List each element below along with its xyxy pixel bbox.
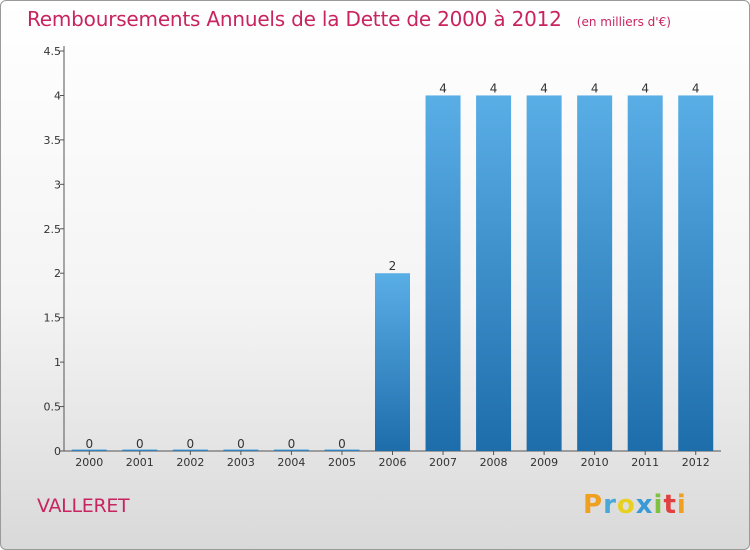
chart-unit-note: (en milliers d'€) (576, 15, 671, 29)
y-tick-label: 4.5 (44, 45, 62, 58)
y-tick-label: 2.5 (44, 223, 62, 236)
bar-2009 (526, 95, 562, 451)
x-tick-label: 2002 (176, 456, 204, 469)
bar-value-label: 0 (288, 437, 296, 451)
bar-2012 (678, 95, 714, 451)
x-tick-label: 2006 (379, 456, 407, 469)
bar-2006 (375, 273, 410, 451)
y-tick-label: 3 (54, 178, 61, 191)
logo-letter: x (635, 490, 654, 520)
bar-value-label: 4 (490, 81, 498, 95)
bar-value-label: 4 (439, 81, 447, 95)
y-tick-label: 0 (54, 445, 61, 458)
bar-value-label: 0 (338, 437, 346, 451)
bar-2003 (223, 449, 259, 451)
bar-2007 (425, 95, 461, 451)
bar-2000 (71, 449, 107, 451)
bar-value-label: 4 (591, 81, 599, 95)
bar-value-label: 0 (85, 437, 93, 451)
bar-value-label: 0 (136, 437, 144, 451)
x-tick-label: 2004 (277, 456, 305, 469)
y-tick-label: 1 (54, 356, 61, 369)
bar-value-label: 4 (540, 81, 548, 95)
logo-letter: t (663, 490, 677, 520)
bar-value-label: 4 (641, 81, 649, 95)
bar-2002 (172, 449, 208, 451)
bar-2010 (577, 95, 613, 451)
bar-2001 (122, 449, 158, 451)
y-tick-label: 0.5 (44, 401, 62, 414)
logo-letter: r (603, 490, 617, 520)
bar-2004 (273, 449, 309, 451)
bar-2005 (324, 449, 360, 451)
logo-letter: o (616, 490, 636, 520)
x-tick-label: 2012 (682, 456, 710, 469)
x-tick-label: 2008 (480, 456, 508, 469)
chart-bars (71, 95, 714, 451)
x-tick-label: 2011 (631, 456, 659, 469)
logo-letter: P (583, 490, 604, 520)
x-tick-label: 2000 (75, 456, 103, 469)
proxiti-logo: Proxiti (583, 490, 687, 520)
bar-value-label: 2 (389, 259, 397, 273)
commune-name: VALLERET (37, 495, 130, 517)
bar-2008 (476, 95, 512, 451)
x-tick-label: 2009 (530, 456, 558, 469)
logo-letter: i (676, 490, 687, 520)
bar-value-label: 4 (692, 81, 700, 95)
y-tick-label: 3.5 (44, 134, 62, 147)
logo-letter: i (653, 490, 664, 520)
x-tick-label: 2005 (328, 456, 356, 469)
chart-labels: 0 2000 0 2001 0 2002 0 2003 0 2004 0 2005 2 2006 4 2007… (75, 81, 709, 469)
bar-value-label: 0 (237, 437, 245, 451)
y-tick-label: 1.5 (44, 312, 62, 325)
x-tick-label: 2010 (581, 456, 609, 469)
x-tick-label: 2003 (227, 456, 255, 469)
chart-title-text: Remboursements Annuels de la Dette de 20… (27, 7, 562, 31)
bar-value-label: 0 (187, 437, 195, 451)
y-tick-label: 4 (54, 89, 61, 102)
bar-2011 (627, 95, 663, 451)
chart-title: Remboursements Annuels de la Dette de 20… (27, 7, 671, 31)
x-tick-label: 2007 (429, 456, 457, 469)
y-tick-label: 2 (54, 267, 61, 280)
x-tick-label: 2001 (126, 456, 154, 469)
